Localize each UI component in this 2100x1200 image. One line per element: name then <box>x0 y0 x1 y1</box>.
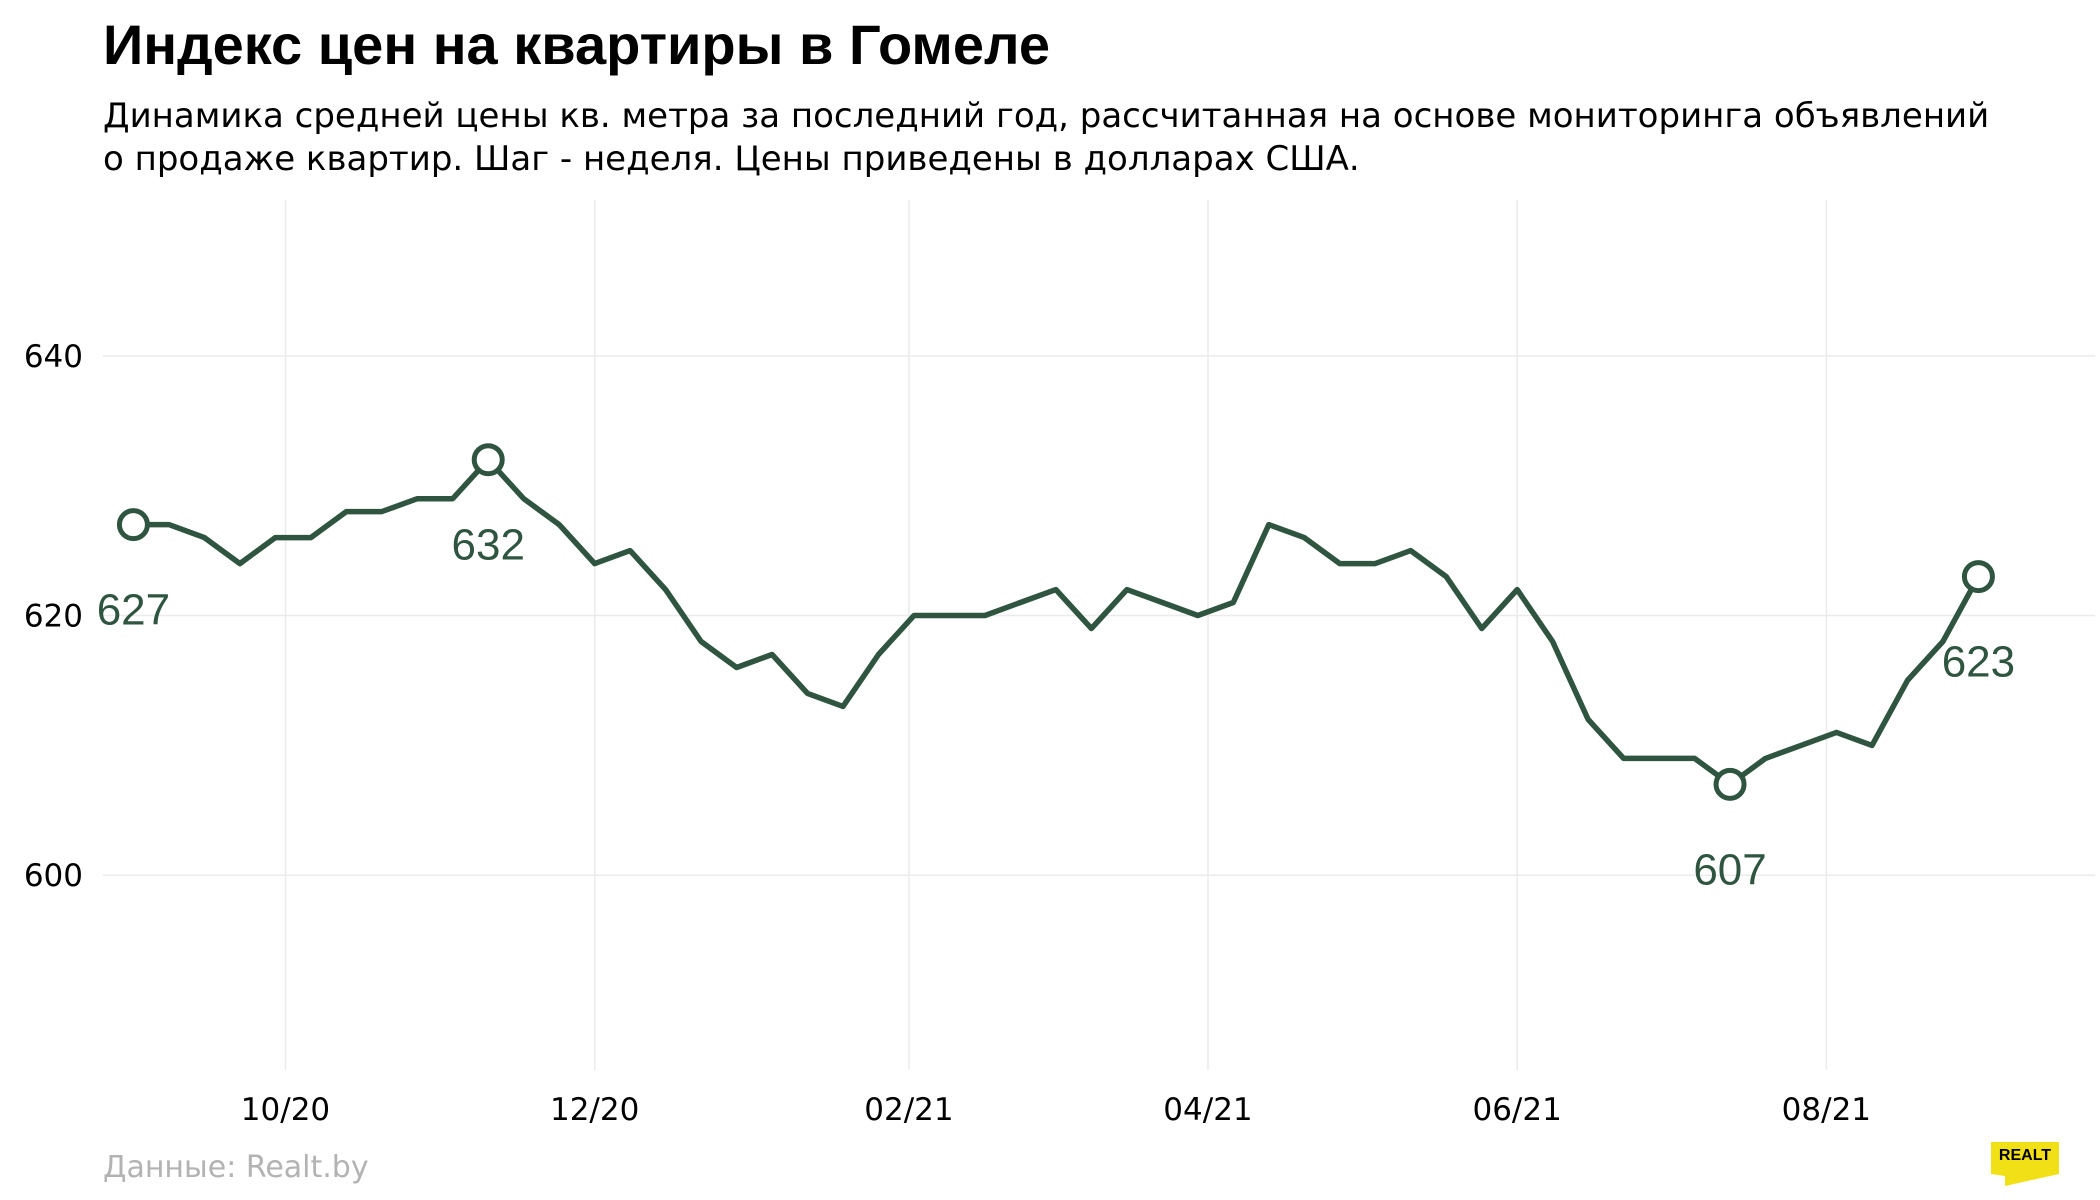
annotations: 627 632 607 623 <box>97 443 2015 894</box>
point-value-label: 632 <box>452 521 525 570</box>
highlight-point-marker <box>1961 560 1995 594</box>
x-tick-label: 04/21 <box>1163 1092 1252 1128</box>
y-tick-label: 620 <box>24 599 83 635</box>
axis-ticks: 600 620 640 10/20 12/20 02/21 04/21 06/21 08/21 <box>24 339 1871 1128</box>
x-tick-label: 12/20 <box>550 1092 639 1128</box>
chart-title: Индекс цен на квартиры в Гомеле <box>103 13 1050 76</box>
price-series-line <box>130 456 1982 788</box>
x-tick-label: 02/21 <box>864 1092 953 1128</box>
highlight-point-marker <box>1713 767 1747 801</box>
point-value-label: 627 <box>97 586 170 635</box>
x-tick-label: 06/21 <box>1472 1092 1561 1128</box>
logo-badge <box>1991 1142 2059 1186</box>
series <box>130 456 1982 788</box>
highlight-point-marker <box>471 443 505 477</box>
chart-subtitle: Динамика средней цены кв. метра за после… <box>103 96 1990 179</box>
x-tick-label: 08/21 <box>1782 1092 1871 1128</box>
point-value-label: 607 <box>1693 845 1766 894</box>
x-tick-label: 10/20 <box>241 1092 330 1128</box>
y-tick-label: 600 <box>24 858 83 894</box>
highlight-point-marker <box>116 508 150 542</box>
realt-logo: REALT <box>1991 1142 2059 1186</box>
logo-text: REALT <box>1999 1147 2051 1164</box>
point-value-label: 623 <box>1942 638 2015 687</box>
data-source-note: Данные: Realt.by <box>103 1150 369 1185</box>
y-tick-label: 640 <box>24 339 83 375</box>
grid-lines <box>103 200 2095 1070</box>
